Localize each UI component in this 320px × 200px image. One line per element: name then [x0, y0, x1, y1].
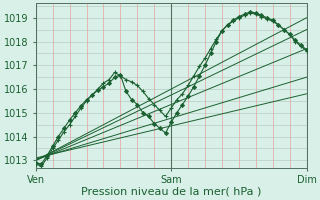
- X-axis label: Pression niveau de la mer( hPa ): Pression niveau de la mer( hPa ): [81, 187, 261, 197]
